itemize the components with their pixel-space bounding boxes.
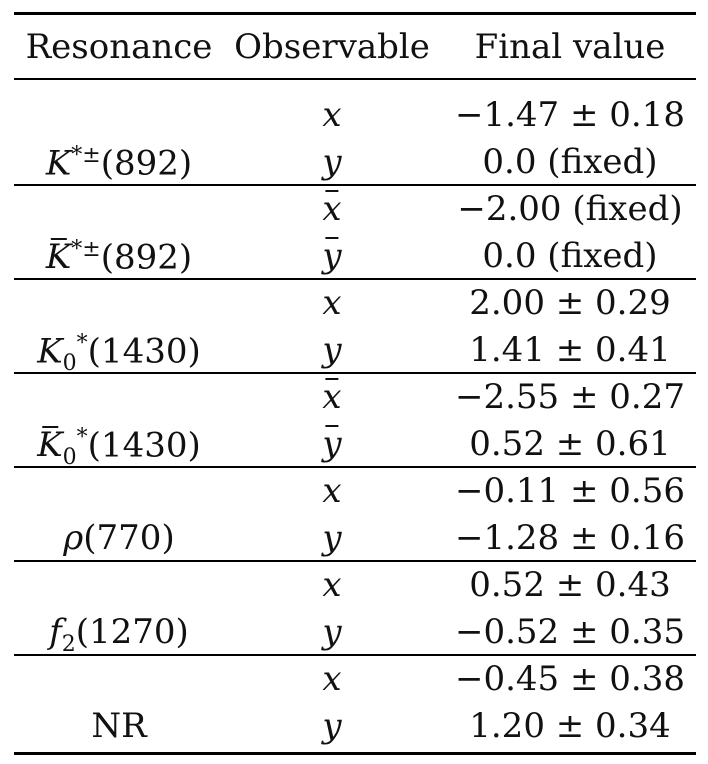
resonance-mass: (1270) (75, 612, 189, 652)
resonance-cell: K*±(892) (45, 237, 193, 278)
resonance-mass: (770) (83, 518, 175, 558)
observable-symbol: y (322, 142, 342, 182)
observable-cell: y (322, 521, 341, 555)
observable-cell: y (322, 424, 342, 464)
resonance-cell: ρ(770) (63, 521, 174, 555)
resonance-superscript: * (76, 331, 88, 356)
final-value-cell: 1.41 ± 0.41 (469, 330, 671, 370)
group-separator (14, 372, 696, 374)
observable-cell: x (322, 568, 341, 602)
final-value-cell: 0.0 (fixed) (482, 142, 658, 182)
observable-cell: x (322, 286, 341, 320)
header-final-value: Final value (474, 27, 666, 67)
observable-cell: y (322, 615, 341, 649)
resonance-cell: K0*(1430) (37, 333, 200, 375)
resonance-superscript: *± (71, 237, 101, 262)
final-value-cell: −0.52 ± 0.35 (455, 612, 685, 652)
group-separator (14, 466, 696, 468)
observable-symbol: y (322, 706, 342, 746)
observable-symbol: y (322, 236, 342, 276)
top-rule (14, 12, 696, 15)
header-resonance: Resonance (25, 27, 213, 67)
observable-cell: x (322, 189, 342, 229)
group-separator (14, 278, 696, 280)
observable-cell: x (322, 662, 341, 696)
resonance-subscript: 2 (61, 631, 76, 657)
observable-symbol: x (322, 283, 342, 323)
resonance-symbol: K (45, 143, 72, 184)
observable-symbol: x (322, 189, 342, 229)
final-value-cell: −1.28 ± 0.16 (455, 518, 685, 558)
final-value-cell: −2.00 (fixed) (457, 189, 683, 229)
resonance-symbol: ρ (63, 518, 84, 558)
observable-cell: y (322, 709, 341, 743)
header-observable: Observable (234, 27, 430, 67)
observable-cell: y (322, 145, 341, 179)
final-value-cell: −2.55 ± 0.27 (455, 377, 685, 417)
group-separator (14, 654, 696, 656)
observable-symbol: y (322, 518, 342, 558)
observable-symbol: y (322, 330, 342, 370)
resonance-symbol: NR (91, 706, 147, 746)
final-value-cell: 0.52 ± 0.43 (469, 565, 671, 605)
observable-symbol: y (322, 612, 342, 652)
resonance-mass: (892) (100, 237, 193, 278)
resonance-cell: K0*(1430) (37, 425, 201, 471)
resonance-symbol: K (45, 237, 72, 278)
final-value-cell: 0.52 ± 0.61 (469, 424, 671, 464)
observable-cell: x (322, 98, 341, 132)
group-separator (14, 560, 696, 562)
resonance-cell: K*±(892) (45, 143, 193, 184)
results-table: Resonance Observable Final value x −1.47 ± 0… (14, 12, 696, 756)
resonance-mass: (892) (100, 143, 193, 184)
resonance-symbol: K (37, 425, 63, 466)
observable-cell: x (322, 377, 342, 417)
resonance-superscript: *± (71, 143, 101, 168)
resonance-cell: f2(1270) (49, 615, 189, 656)
resonance-mass: (1430) (87, 425, 201, 466)
observable-symbol: x (322, 659, 342, 699)
resonance-subscript: 0 (62, 445, 77, 471)
final-value-cell: −0.45 ± 0.38 (455, 659, 685, 699)
final-value-cell: 1.20 ± 0.34 (469, 706, 671, 746)
resonance-symbol: K (37, 331, 63, 372)
resonance-superscript: * (76, 425, 88, 450)
observable-symbol: x (322, 471, 342, 511)
header-rule (14, 78, 696, 80)
final-value-cell: 0.0 (fixed) (482, 236, 658, 276)
group-separator (14, 184, 696, 186)
bottom-rule (14, 752, 696, 755)
resonance-symbol: f (49, 612, 62, 652)
final-value-cell: −1.47 ± 0.18 (455, 95, 685, 135)
observable-symbol: y (322, 424, 342, 464)
final-value-cell: 2.00 ± 0.29 (469, 283, 671, 323)
resonance-subscript: 0 (62, 351, 77, 377)
observable-symbol: x (322, 95, 342, 135)
observable-cell: y (322, 333, 341, 367)
final-value-cell: −0.11 ± 0.56 (455, 471, 685, 511)
observable-cell: y (322, 236, 342, 276)
resonance-mass: (1430) (87, 331, 201, 372)
resonance-cell: NR (91, 709, 146, 743)
observable-symbol: x (322, 377, 342, 417)
observable-cell: x (322, 474, 341, 508)
observable-symbol: x (322, 565, 342, 605)
